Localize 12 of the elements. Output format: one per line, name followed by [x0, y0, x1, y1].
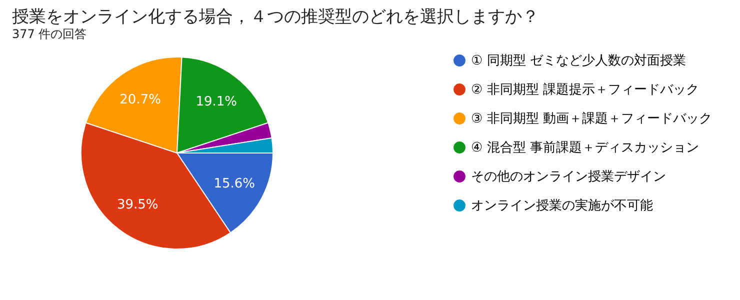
data-label: 39.5% — [116, 198, 158, 213]
legend-label: ② 非同期型 課題提示＋フィードバック — [471, 82, 699, 98]
data-label: 15.6% — [214, 176, 256, 192]
chart-subtitle: 377 件の回答 — [12, 27, 87, 41]
data-label: 19.1% — [196, 94, 238, 110]
chart-title: 授業をオンライン化する場合，４つの推奨型のどれを選択しますか？ — [12, 7, 539, 27]
legend-label: その他のオンライン授業デザイン — [471, 170, 666, 184]
legend-label: ④ 混合型 事前課題＋ディスカッション — [471, 140, 699, 156]
legend-label: オンライン授業の実施が不可能 — [471, 198, 653, 214]
data-label: 20.7% — [120, 92, 161, 108]
legend-label: ③ 非同期型 動画＋課題＋フィードバック — [471, 112, 712, 126]
legend-label: ① 同期型 ゼミなど少人数の対面授業 — [471, 52, 686, 68]
